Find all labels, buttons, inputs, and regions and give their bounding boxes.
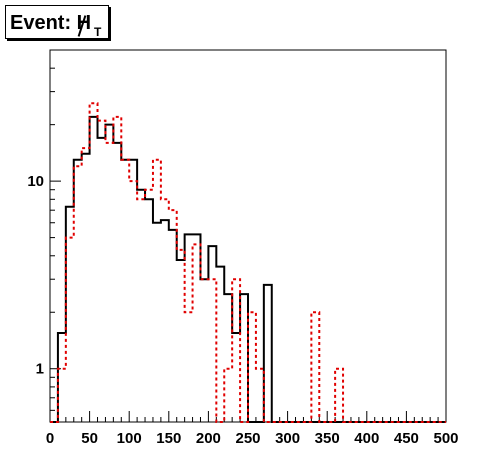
x-tick-label: 300 <box>275 430 300 447</box>
x-tick-label: 450 <box>394 430 419 447</box>
y-tick-label: 10 <box>27 173 44 190</box>
series-black-solid <box>50 115 446 423</box>
chart-title-box: Event: H T <box>5 5 109 39</box>
x-tick-label: 100 <box>117 430 142 447</box>
chart-title-subscript: T <box>94 25 102 39</box>
x-tick-label: 200 <box>196 430 221 447</box>
chart-title: Event: H <box>10 12 92 34</box>
x-tick-label: 50 <box>81 430 98 447</box>
series-layer <box>50 102 446 423</box>
x-tick-label: 500 <box>433 430 458 447</box>
y-axis: 1 10 <box>27 49 61 411</box>
x-tick-label: 0 <box>46 430 54 447</box>
x-tick-label: 400 <box>354 430 379 447</box>
series-red-dashed <box>50 102 446 423</box>
x-tick-label: 250 <box>235 430 260 447</box>
x-tick-label: 350 <box>315 430 340 447</box>
x-tick-label: 150 <box>156 430 181 447</box>
x-axis: 0 50 100 150 200 250 300 350 400 450 500 <box>46 411 459 447</box>
y-tick-label: 1 <box>36 361 44 378</box>
